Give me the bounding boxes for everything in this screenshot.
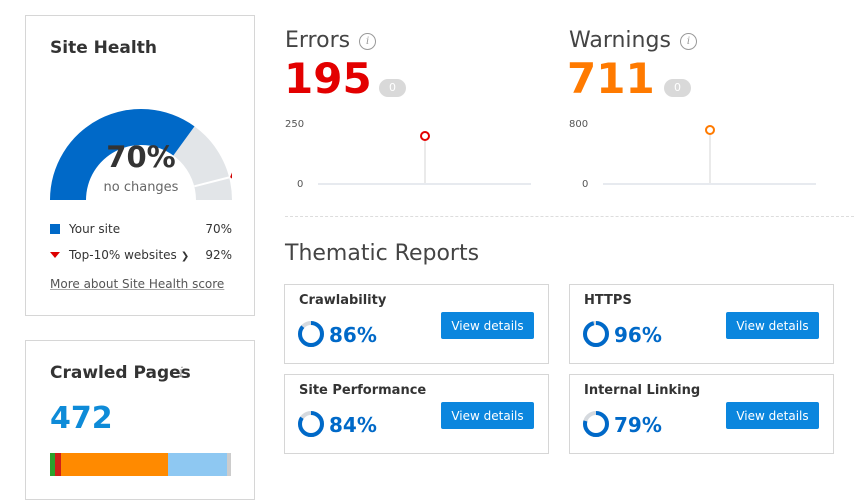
triangle-marker-icon bbox=[50, 252, 60, 258]
report-card-internal-linking: Internal Linking 79% View details bbox=[569, 374, 834, 454]
errors-title: Errors bbox=[285, 28, 351, 53]
warnings-count[interactable]: 711 bbox=[567, 54, 655, 103]
report-score: 86% bbox=[329, 323, 377, 347]
warnings-title: Warnings bbox=[569, 28, 671, 53]
warnings-trend-chart bbox=[603, 125, 816, 185]
crawled-pages-bar bbox=[50, 453, 231, 476]
score-ring-icon bbox=[298, 411, 324, 437]
score-ring-icon bbox=[583, 321, 609, 347]
crawled-pages-title: Crawled Pages bbox=[50, 363, 191, 383]
view-details-button[interactable]: View details bbox=[726, 402, 819, 429]
report-name: Crawlability bbox=[299, 293, 387, 308]
report-card-https: HTTPS 96% View details bbox=[569, 284, 834, 364]
view-details-button[interactable]: View details bbox=[726, 312, 819, 339]
crawled-bar-segment[interactable] bbox=[227, 453, 231, 476]
warnings-data-point bbox=[705, 125, 715, 135]
score-ring-icon bbox=[583, 411, 609, 437]
crawled-bar-segment[interactable] bbox=[167, 453, 228, 476]
site-health-percent: 70% bbox=[106, 140, 176, 174]
legend-top10[interactable]: Top-10% websites ❯ 92% bbox=[50, 248, 232, 262]
legend-value: 70% bbox=[205, 222, 232, 236]
gauge-top10-marker bbox=[230, 172, 232, 179]
section-divider bbox=[285, 216, 854, 217]
warnings-change-badge: 0 bbox=[664, 79, 691, 97]
gauge-top10-line bbox=[194, 176, 230, 188]
errors-change-badge: 0 bbox=[379, 79, 406, 97]
site-health-change: no changes bbox=[103, 180, 179, 195]
crawled-pages-count[interactable]: 472 bbox=[50, 401, 113, 436]
errors-count[interactable]: 195 bbox=[284, 54, 372, 103]
legend-label: Your site bbox=[69, 222, 121, 236]
score-ring-icon bbox=[298, 321, 324, 347]
site-health-title: Site Health bbox=[50, 38, 157, 58]
site-health-gauge bbox=[50, 108, 232, 200]
report-name: Site Performance bbox=[299, 383, 427, 398]
crawled-bar-segment[interactable] bbox=[60, 453, 168, 476]
your-site-swatch bbox=[50, 224, 60, 234]
info-icon[interactable]: i bbox=[179, 365, 184, 381]
site-health-card: Site Health 70% no changes Your site 70%… bbox=[25, 15, 255, 316]
report-card-crawlability: Crawlability 86% View details bbox=[284, 284, 549, 364]
report-score: 96% bbox=[614, 323, 662, 347]
report-card-site-performance: Site Performance 84% View details bbox=[284, 374, 549, 454]
view-details-button[interactable]: View details bbox=[441, 312, 534, 339]
info-icon[interactable]: i bbox=[359, 33, 377, 50]
errors-y-min: 0 bbox=[297, 179, 304, 190]
report-score: 84% bbox=[329, 413, 377, 437]
warnings-y-min: 0 bbox=[582, 179, 589, 190]
crawled-bar-segment[interactable] bbox=[55, 453, 61, 476]
errors-title-row: Errors i bbox=[285, 28, 377, 53]
chevron-down-icon[interactable]: ❯ bbox=[180, 251, 190, 262]
more-about-site-health-link[interactable]: More about Site Health score bbox=[50, 277, 225, 291]
legend-label: Top-10% websites bbox=[69, 248, 177, 262]
report-score: 79% bbox=[614, 413, 662, 437]
errors-trend-chart bbox=[318, 131, 531, 185]
errors-data-point bbox=[420, 131, 430, 141]
legend-value: 92% bbox=[205, 248, 232, 262]
legend-your-site: Your site 70% bbox=[50, 222, 232, 236]
warnings-title-row: Warnings i bbox=[569, 28, 697, 53]
gauge-your-site-arc bbox=[50, 108, 195, 200]
view-details-button[interactable]: View details bbox=[441, 402, 534, 429]
report-name: Internal Linking bbox=[584, 383, 701, 398]
crawled-bar-segment[interactable] bbox=[50, 453, 56, 476]
warnings-y-max: 800 bbox=[569, 119, 589, 130]
info-icon[interactable]: i bbox=[679, 33, 697, 50]
errors-y-max: 250 bbox=[285, 119, 305, 130]
report-name: HTTPS bbox=[584, 293, 632, 308]
thematic-reports-title: Thematic Reports bbox=[285, 241, 480, 266]
crawled-pages-card: Crawled Pages i 472 bbox=[25, 340, 255, 500]
